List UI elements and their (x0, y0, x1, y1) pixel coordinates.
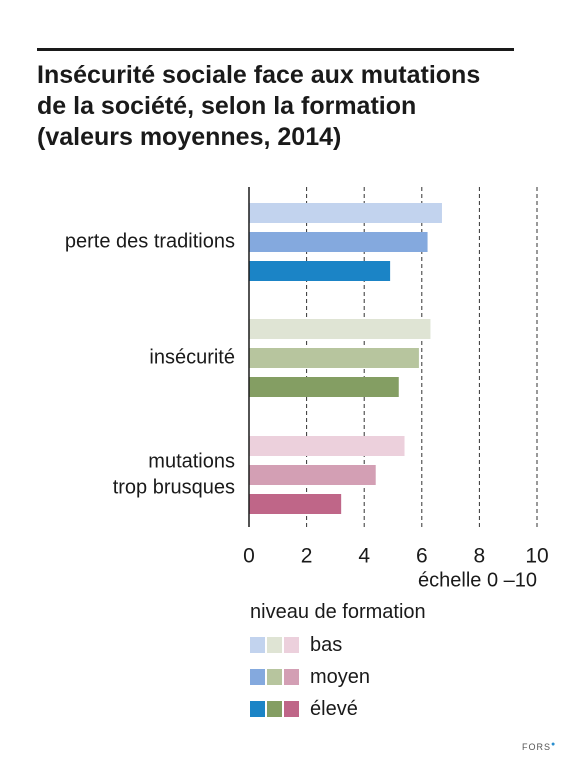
bar (249, 232, 428, 252)
legend-swatch (284, 701, 299, 717)
x-tick-label: 0 (243, 545, 255, 568)
legend-swatch (267, 637, 282, 653)
legend-label: élevé (310, 697, 358, 720)
legend-item-moyen: moyen (250, 665, 370, 689)
bar (249, 261, 391, 281)
legend-title: niveau de formation (250, 601, 426, 623)
legend-swatch (250, 701, 265, 717)
bar (249, 465, 376, 485)
credit-dot-icon: ● (551, 741, 556, 748)
title-rule (37, 48, 514, 51)
category-label: insécurité (149, 346, 235, 368)
category-label: mutations (148, 450, 235, 472)
chart-title-line-3: (valeurs moyennes, 2014) (37, 123, 342, 151)
bar (249, 348, 419, 368)
legend-swatch (250, 669, 265, 685)
credit-text: FORS (522, 742, 552, 752)
chart-title-line-2: de la société, selon la formation (37, 92, 417, 120)
x-tick-label: 6 (416, 545, 428, 568)
x-tick-label: 4 (358, 545, 370, 568)
legend-swatch (284, 669, 299, 685)
chart-title: Insécurité sociale face aux mutations de… (37, 60, 537, 153)
bar (249, 436, 405, 456)
bar (249, 494, 342, 514)
category-label: trop brusques (113, 476, 235, 498)
legend-label: bas (310, 633, 343, 656)
legend-label: moyen (310, 665, 371, 688)
x-tick-label: 10 (525, 545, 548, 568)
legend-item-bas: bas (250, 633, 342, 657)
bar (249, 377, 399, 397)
x-tick-label: 2 (301, 545, 313, 568)
bar (249, 203, 442, 223)
legend-swatch (267, 701, 282, 717)
category-label: perte des traditions (65, 230, 235, 252)
bar (249, 319, 431, 339)
legend-swatch (250, 637, 265, 653)
chart-title-line-1: Insécurité sociale face aux mutations (37, 61, 481, 89)
legend-swatch (267, 669, 282, 685)
source-credit: FORS● (522, 741, 555, 752)
legend-swatch (284, 637, 299, 653)
legend-item-eleve: élevé (250, 697, 358, 721)
x-tick-label: 8 (474, 545, 486, 568)
x-axis-label: échelle 0 –10 (418, 569, 537, 591)
